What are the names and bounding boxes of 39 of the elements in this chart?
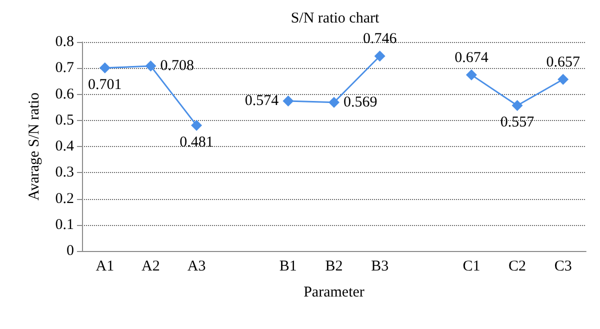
x-tick-label: A2 (142, 258, 160, 274)
x-tick-label: C3 (554, 258, 572, 274)
x-tick-label: A3 (187, 258, 206, 274)
data-label: 0.657 (546, 54, 580, 70)
point (282, 96, 294, 107)
data-label: 0.557 (500, 114, 535, 130)
y-tick-label: 0.1 (55, 216, 74, 233)
y-tick-label: 0.4 (55, 138, 74, 154)
y-tick-label: 0.5 (55, 112, 74, 128)
y-axis-title: Avarage S/N ratio (26, 92, 42, 201)
point (328, 96, 340, 108)
data-label: 0.569 (344, 94, 378, 110)
point (99, 62, 110, 74)
x-tick-label: C1 (462, 258, 480, 274)
data-label: 0.701 (88, 76, 122, 93)
data-label: 0.746 (362, 31, 398, 48)
data-label: 0.708 (160, 58, 194, 74)
x-tick-label: B1 (279, 258, 297, 274)
point (191, 120, 202, 131)
data-label: 0.481 (180, 134, 214, 150)
x-tick-label: A1 (96, 258, 114, 274)
x-axis-title: Parameter (304, 284, 364, 300)
point (466, 69, 477, 80)
y-tick-label: 0.2 (55, 190, 74, 207)
data-label: 0.674 (454, 50, 489, 66)
y-tick-label: 0.8 (55, 34, 74, 50)
y-tick-label: 0.7 (55, 60, 74, 76)
x-tick-label: C2 (508, 258, 526, 274)
point (145, 60, 156, 72)
point (512, 100, 523, 111)
x-tick-label: B2 (325, 258, 343, 274)
point (558, 74, 569, 85)
chart-title: S/N ratio chart (290, 10, 380, 26)
x-tick-label: B3 (371, 258, 389, 274)
y-tick-label: 0 (66, 243, 74, 259)
y-tick-label: 0.6 (55, 86, 74, 102)
y-tick-label: 0.3 (55, 164, 74, 181)
data-label: 0.574 (244, 93, 280, 110)
point (374, 50, 386, 62)
